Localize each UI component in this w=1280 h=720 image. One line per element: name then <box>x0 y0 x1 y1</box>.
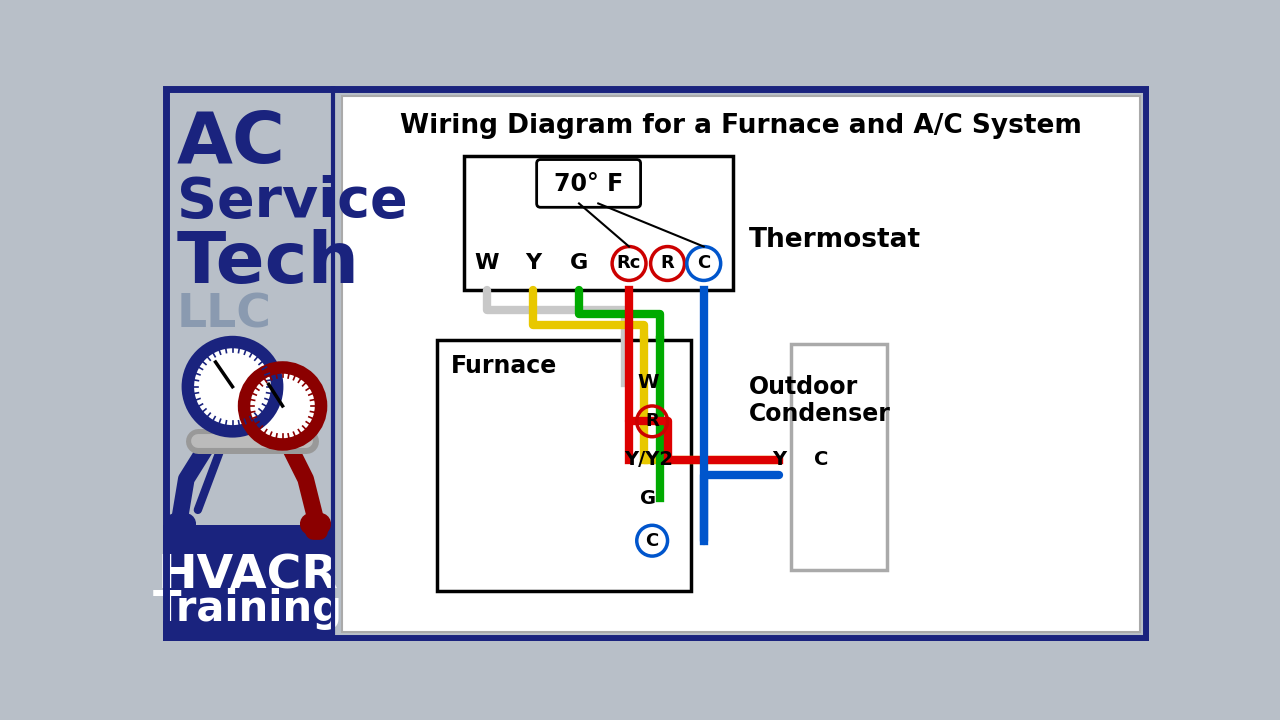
Bar <box>463 156 733 290</box>
Text: R: R <box>645 413 659 431</box>
Text: AC: AC <box>177 109 285 179</box>
Text: 70° F: 70° F <box>554 172 623 196</box>
Text: Y/Y2: Y/Y2 <box>623 450 673 469</box>
Circle shape <box>192 346 273 427</box>
Text: Rc: Rc <box>617 254 641 272</box>
Text: C: C <box>698 254 710 272</box>
FancyBboxPatch shape <box>536 160 640 207</box>
Text: HVACR: HVACR <box>157 553 338 598</box>
Text: G: G <box>640 489 657 508</box>
Bar <box>164 86 333 641</box>
Text: Tech: Tech <box>177 229 360 298</box>
Bar <box>791 344 887 570</box>
Text: C: C <box>645 531 659 549</box>
Bar <box>342 96 1139 631</box>
Text: C: C <box>814 450 828 469</box>
Text: W: W <box>637 374 659 392</box>
Text: G: G <box>570 253 588 274</box>
Text: Furnace: Furnace <box>451 354 557 378</box>
Text: Y: Y <box>525 253 541 274</box>
Text: Service: Service <box>177 175 408 229</box>
Bar <box>164 526 333 641</box>
Text: W: W <box>475 253 499 274</box>
Text: R: R <box>660 254 675 272</box>
Text: Outdoor: Outdoor <box>749 375 858 399</box>
Text: Thermostat: Thermostat <box>749 228 920 253</box>
Text: Wiring Diagram for a Furnace and A/C System: Wiring Diagram for a Furnace and A/C Sys… <box>399 113 1082 140</box>
Text: Training: Training <box>152 588 343 631</box>
Text: Condenser: Condenser <box>749 402 891 426</box>
Text: Y: Y <box>772 450 786 469</box>
Circle shape <box>248 372 316 440</box>
Text: LLC: LLC <box>177 293 273 338</box>
Bar <box>436 341 691 590</box>
